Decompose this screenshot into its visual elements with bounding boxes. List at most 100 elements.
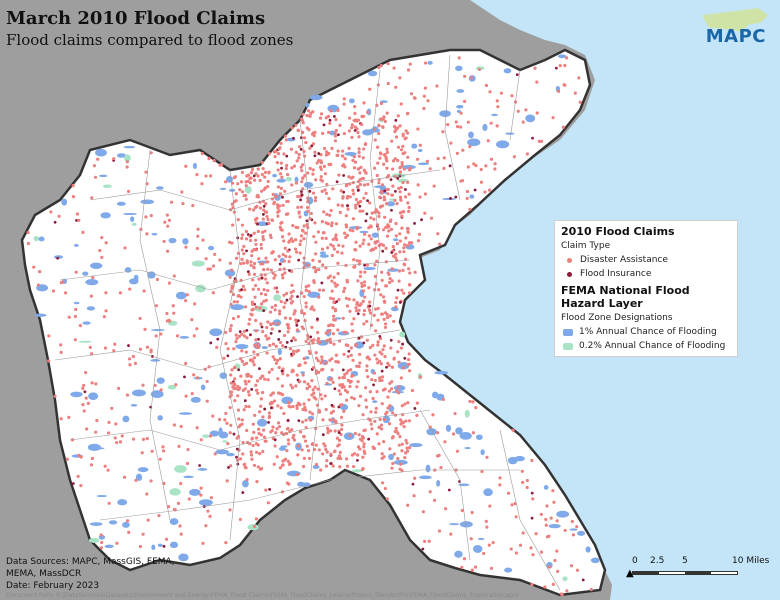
disaster-assistance-claim (199, 438, 203, 442)
disaster-assistance-claim (553, 558, 557, 563)
disaster-assistance-claim (331, 418, 336, 422)
disaster-assistance-claim (292, 352, 296, 356)
disaster-assistance-claim (406, 401, 410, 405)
disaster-assistance-claim (244, 237, 249, 241)
flood-zone-patch (303, 181, 314, 188)
flood-zone-patch (53, 255, 64, 259)
flood-zone-patch (525, 114, 536, 123)
disaster-assistance-claim (299, 205, 304, 209)
disaster-assistance-claim (302, 149, 306, 154)
disaster-assistance-claim (232, 176, 237, 180)
disaster-assistance-claim (357, 154, 361, 158)
disaster-assistance-claim (336, 250, 340, 254)
disaster-assistance-claim (283, 134, 288, 138)
disaster-assistance-claim (237, 334, 242, 338)
legend-claim-type-label: Claim Type (561, 241, 611, 251)
disaster-assistance-claim (371, 446, 376, 450)
disaster-assistance-claim (379, 293, 383, 297)
disaster-assistance-claim (349, 176, 353, 180)
disaster-assistance-claim (394, 234, 398, 238)
disaster-assistance-claim (146, 518, 150, 522)
disaster-assistance-claim (371, 247, 376, 252)
disaster-assistance-claim (344, 457, 349, 461)
disaster-assistance-claim (425, 159, 429, 163)
flood-insurance-claim (260, 325, 264, 329)
flood-insurance-claim (269, 406, 273, 410)
flood-insurance-claim (295, 323, 299, 327)
disaster-assistance-claim (391, 167, 395, 171)
disaster-assistance-claim (398, 190, 402, 194)
scale-segment (633, 572, 659, 574)
disaster-assistance-claim (287, 326, 291, 330)
disaster-assistance-claim (312, 280, 316, 285)
disaster-assistance-claim (67, 415, 71, 419)
disaster-assistance-claim (516, 109, 520, 113)
disaster-assistance-claim (457, 56, 461, 60)
disaster-assistance-claim (100, 236, 104, 240)
disaster-assistance-claim (49, 210, 53, 214)
disaster-assistance-claim (462, 99, 467, 103)
disaster-assistance-claim (510, 503, 514, 507)
disaster-assistance-claim (391, 461, 395, 466)
disaster-assistance-claim (351, 158, 355, 163)
disaster-assistance-claim (349, 379, 353, 383)
disaster-assistance-claim (244, 197, 248, 201)
disaster-assistance-claim (294, 150, 298, 155)
flood-insurance-claim (448, 164, 452, 168)
flood-insurance-claim (305, 219, 309, 223)
disaster-assistance-claim (377, 181, 381, 185)
disaster-assistance-claim (398, 76, 402, 80)
flood-insurance-claim (263, 407, 267, 411)
flood-insurance-claim (285, 340, 289, 344)
disaster-assistance-claim (320, 355, 324, 359)
disaster-assistance-claim (104, 291, 108, 295)
disaster-assistance-claim (116, 386, 121, 390)
disaster-assistance-claim (310, 379, 314, 383)
disaster-assistance-claim (180, 190, 184, 194)
flood-insurance-claim (341, 368, 345, 372)
disaster-assistance-claim (274, 149, 278, 154)
disaster-assistance-claim (276, 377, 280, 381)
disaster-assistance-claim (300, 180, 304, 184)
disaster-assistance-claim (398, 211, 403, 215)
disaster-assistance-claim (320, 247, 325, 251)
flood-insurance-claim (209, 341, 213, 345)
disaster-assistance-claim (380, 183, 384, 187)
flood-insurance-claim (364, 219, 368, 223)
disaster-assistance-claim (394, 426, 398, 430)
disaster-assistance-claim (296, 205, 300, 210)
disaster-assistance-claim (242, 329, 247, 333)
disaster-assistance-claim (275, 290, 279, 294)
disaster-assistance-claim (244, 404, 248, 409)
disaster-assistance-claim (306, 109, 311, 113)
disaster-assistance-claim (187, 497, 191, 501)
disaster-assistance-claim (468, 144, 472, 149)
disaster-assistance-claim (145, 232, 149, 236)
legend-zone-label: Flood Zone Designations (561, 313, 673, 323)
disaster-assistance-claim (418, 143, 422, 147)
disaster-assistance-claim (273, 286, 277, 290)
disaster-assistance-claim (451, 432, 456, 436)
disaster-assistance-claim (317, 259, 322, 264)
legend-item-1pct: 1% Annual Chance of Flooding (561, 327, 731, 337)
disaster-assistance-claim (73, 338, 77, 342)
disaster-assistance-claim (397, 443, 401, 447)
disaster-assistance-claim (303, 361, 307, 365)
disaster-assistance-claim (288, 316, 292, 321)
disaster-assistance-claim (378, 359, 382, 363)
disaster-assistance-claim (382, 198, 386, 202)
disaster-assistance-claim (317, 410, 322, 414)
flood-insurance-claim (297, 258, 301, 262)
disaster-assistance-claim (362, 309, 367, 313)
disaster-assistance-claim (276, 421, 281, 425)
disaster-assistance-claim (179, 424, 183, 429)
disaster-assistance-claim (134, 478, 138, 482)
disaster-assistance-claim (237, 417, 241, 421)
disaster-assistance-claim (368, 201, 372, 205)
disaster-assistance-claim (165, 311, 169, 316)
disaster-assistance-claim (59, 417, 63, 421)
disaster-assistance-claim (373, 127, 377, 132)
disaster-assistance-claim (406, 230, 410, 234)
disaster-assistance-claim (235, 336, 239, 341)
disaster-assistance-claim (123, 246, 127, 250)
